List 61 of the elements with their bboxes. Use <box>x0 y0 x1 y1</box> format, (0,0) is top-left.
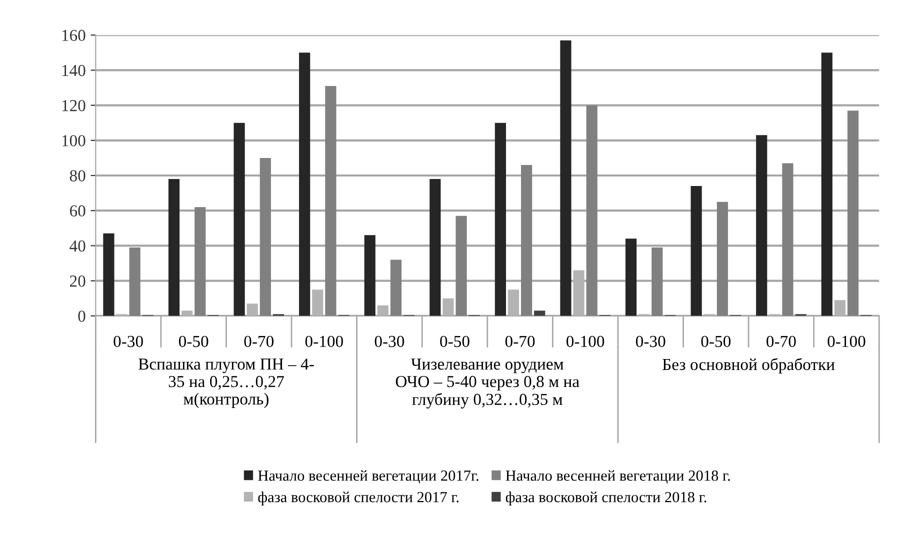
bar <box>652 247 663 316</box>
bar <box>521 164 532 316</box>
bar <box>312 290 324 316</box>
x-tick-label: 0-70 <box>244 336 274 348</box>
y-tick-label: 160 <box>62 30 86 42</box>
y-tick-label: 80 <box>70 170 86 182</box>
bar <box>442 298 454 316</box>
text: Чизелевание орудием ОЧО – 5-40 через 0,8 м на глубину 0,32…0,35 м <box>396 358 580 408</box>
bar <box>456 216 467 316</box>
x-tick-label: 0-30 <box>114 336 143 348</box>
bar <box>299 52 310 316</box>
bar <box>182 310 193 316</box>
bar <box>430 179 441 316</box>
bar <box>821 52 832 316</box>
bar <box>260 158 271 316</box>
bar <box>168 179 180 316</box>
text: Вспашка плугом ПН – 4- 35 на 0,25…0,27 м(контроль) <box>138 358 314 408</box>
x-tick-label: 0-30 <box>374 336 404 348</box>
x-tick-label: 0-50 <box>178 336 208 348</box>
bar <box>246 304 258 316</box>
x-tick-label: 0-100 <box>566 336 604 348</box>
x-tick-label: 0-50 <box>701 336 731 348</box>
x-tick-label: 0-30 <box>636 336 666 348</box>
bar <box>390 260 402 316</box>
bar <box>716 202 728 316</box>
bar <box>129 247 140 316</box>
bar <box>586 105 598 316</box>
y-tick-label: 100 <box>62 135 86 146</box>
x-tick-label: 0-70 <box>505 336 535 348</box>
y-tick-label: 140 <box>62 64 86 76</box>
bar <box>625 238 637 316</box>
bar <box>573 270 584 316</box>
bar <box>364 235 376 316</box>
x-tick-label: 0-50 <box>440 336 470 348</box>
bar <box>234 122 245 316</box>
bar <box>494 122 506 316</box>
bar <box>508 290 520 316</box>
y-tick-label: 120 <box>62 100 86 112</box>
bar <box>325 86 336 316</box>
bar <box>782 163 794 316</box>
bar <box>377 305 388 316</box>
legend-label: фаза восковой спелости 2018 г. <box>506 492 706 506</box>
bar <box>194 207 206 316</box>
bar <box>560 40 572 316</box>
legend-label: фаза восковой спелости 2017 г. <box>258 492 458 506</box>
text: Без основной обработки <box>662 358 835 374</box>
bar <box>847 110 859 316</box>
legend-label: Начало весенней вегетации 2017г. <box>258 470 478 484</box>
x-tick-label: 0-100 <box>828 336 866 348</box>
bar <box>103 233 114 316</box>
bar <box>756 135 768 316</box>
bar <box>534 310 546 316</box>
y-tick-label: 0 <box>78 310 86 322</box>
y-tick-label: 20 <box>70 276 86 287</box>
x-tick-label: 0-70 <box>766 336 796 348</box>
bar <box>690 186 702 316</box>
x-tick-label: 0-100 <box>305 336 343 348</box>
y-tick-label: 40 <box>70 240 86 252</box>
bar <box>834 300 846 316</box>
y-tick-label: 60 <box>70 205 86 217</box>
legend-label: Начало весенней вегетации 2018 г. <box>506 470 730 484</box>
